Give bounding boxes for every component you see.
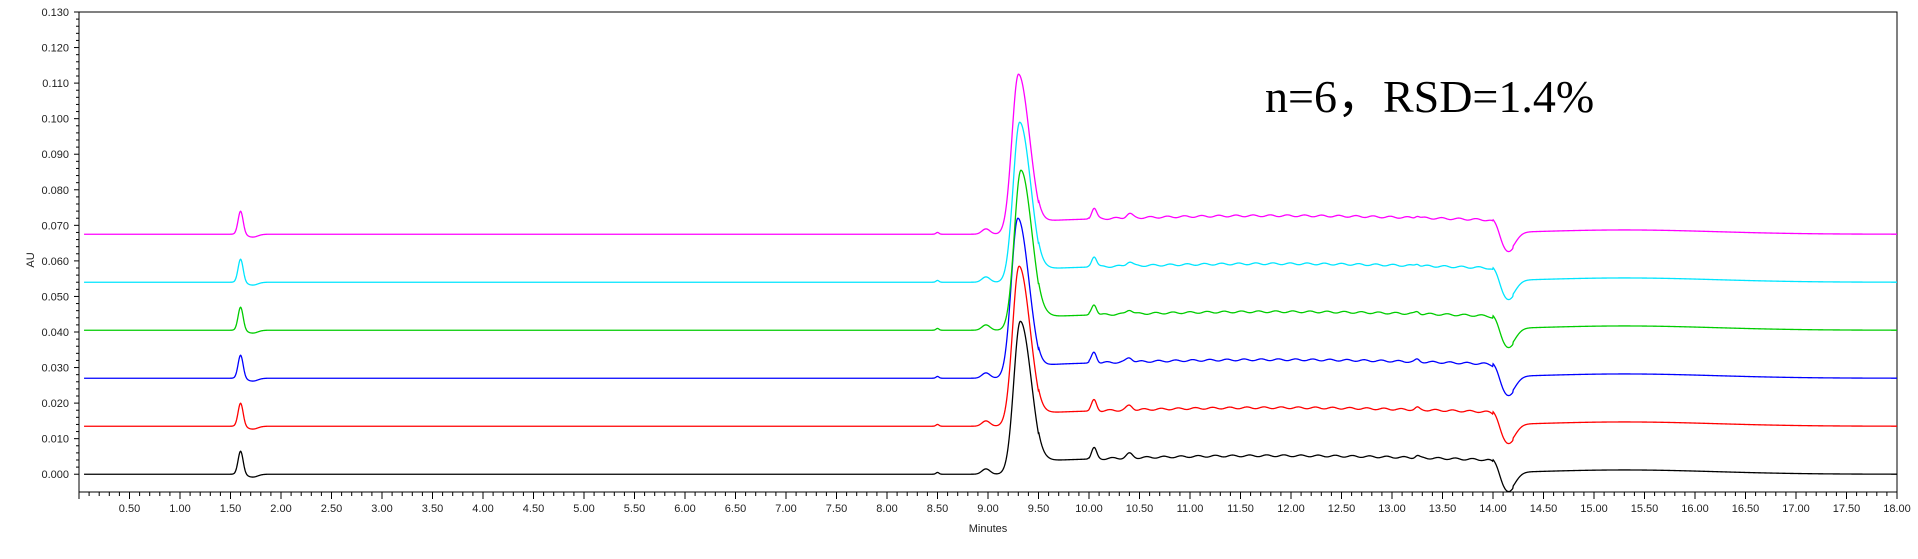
y-tick-label: 0.000 [41, 469, 69, 481]
x-tick-label: 9.00 [977, 503, 998, 515]
rsd-annotation: n=6，RSD=1.4% [1265, 71, 1594, 122]
y-tick-label: 0.040 [41, 327, 69, 339]
x-tick-label: 4.00 [472, 503, 493, 515]
x-tick-label: 2.50 [321, 503, 342, 515]
x-tick-label: 10.00 [1075, 503, 1103, 515]
chromatogram-trace-2 [84, 265, 1897, 445]
x-tick-label: 14.00 [1479, 503, 1507, 515]
x-tick-label: 12.00 [1277, 503, 1305, 515]
y-tick-label: 0.110 [42, 78, 69, 90]
x-tick-label: 12.50 [1328, 503, 1356, 515]
y-tick-label: 0.050 [41, 291, 69, 303]
chromatogram-trace-3 [84, 217, 1897, 397]
x-tick-label: 17.00 [1782, 503, 1810, 515]
x-tick-label: 3.50 [422, 503, 443, 515]
x-tick-label: 7.00 [775, 503, 796, 515]
y-tick-label: 0.090 [41, 149, 69, 161]
chromatogram-trace-4 [84, 169, 1897, 349]
y-tick-label: 0.030 [41, 363, 69, 375]
x-tick-label: 8.00 [876, 503, 897, 515]
y-tick-label: 0.120 [41, 43, 69, 55]
x-axis: 0.50 1.00 1.50 2.00 2.50 3.00 3.50 4.00 4.50 5.00… [78, 492, 1911, 515]
y-tick-label: 0.020 [41, 398, 69, 410]
y-tick-label: 0.070 [41, 220, 69, 232]
y-axis: 0.000 0.010 0.020 0.030 0.040 0.050 0.060 0.070… [41, 7, 79, 481]
x-tick-label: 6.50 [725, 503, 746, 515]
chromatogram-trace-5 [84, 121, 1897, 301]
chromatogram-trace-1 [84, 320, 1897, 493]
x-tick-label: 5.50 [624, 503, 645, 515]
x-tick-label: 10.50 [1126, 503, 1154, 515]
chromatogram-traces [84, 73, 1897, 493]
x-tick-label: 17.50 [1833, 503, 1861, 515]
plot-frame [78, 11, 1898, 493]
x-tick-label: 11.00 [1177, 503, 1204, 515]
x-tick-label: 5.00 [573, 503, 594, 515]
x-tick-label: 13.50 [1429, 503, 1457, 515]
x-tick-label: 13.00 [1378, 503, 1406, 515]
x-tick-label: 11.50 [1227, 503, 1254, 515]
x-tick-label: 7.50 [826, 503, 847, 515]
x-tick-label: 1.50 [220, 503, 241, 515]
y-tick-label: 0.060 [41, 256, 69, 268]
x-tick-label: 15.50 [1631, 503, 1659, 515]
x-tick-label: 1.00 [169, 503, 190, 515]
x-tick-label: 2.00 [270, 503, 291, 515]
x-tick-label: 15.00 [1580, 503, 1608, 515]
x-tick-label: 8.50 [927, 503, 948, 515]
y-tick-label: 0.080 [41, 185, 69, 197]
x-tick-label: 9.50 [1028, 503, 1049, 515]
x-tick-label: 16.50 [1732, 503, 1760, 515]
x-tick-label: 16.00 [1681, 503, 1709, 515]
x-tick-label: 4.50 [523, 503, 544, 515]
y-tick-label: 0.010 [41, 434, 69, 446]
y-tick-label: 0.100 [41, 114, 69, 126]
x-tick-label: 18.00 [1883, 503, 1911, 515]
chromatogram-trace-6 [84, 73, 1897, 253]
x-tick-label: 0.50 [119, 503, 140, 515]
x-axis-title: Minutes [969, 523, 1008, 535]
x-tick-label: 14.50 [1530, 503, 1558, 515]
y-tick-label: 0.130 [41, 7, 69, 19]
x-tick-label: 6.00 [674, 503, 695, 515]
y-axis-title: AU [25, 252, 37, 267]
x-tick-label: 3.00 [371, 503, 392, 515]
